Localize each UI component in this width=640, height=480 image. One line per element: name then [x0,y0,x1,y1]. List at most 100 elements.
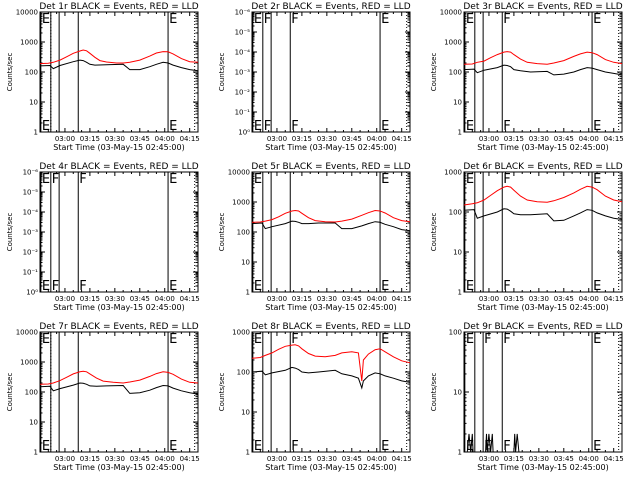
event-marker-label: F [503,439,510,454]
event-marker-label: F [52,172,59,187]
event-marker-label: E [593,12,601,27]
x-axis-label: Start Time (03-May-15 02:45:00) [265,303,396,312]
event-marker-label: E [593,119,601,134]
y-tick-label: 100 [25,389,38,397]
panel-det-7: Det 7r BLACK = Events, RED = LLDEEEE1101… [6,322,200,472]
y-tick-label: 100 [449,209,462,217]
x-tick-label: 03:30 [317,295,337,303]
panel-title: Det 6r BLACK = Events, RED = LLD [463,162,622,172]
y-tick-label: 10 [29,419,38,427]
event-marker-label: E [42,119,50,134]
x-tick-label: 03:45 [130,295,150,303]
event-marker-label: E [466,332,474,347]
event-marker-label: E [254,172,262,187]
event-rate-line [466,433,520,453]
x-tick-label: 03:45 [130,455,150,463]
event-marker-label: E [42,172,50,187]
x-tick-label: 03:15 [504,455,524,463]
x-tick-label: 04:15 [180,295,200,303]
x-tick-label: 04:15 [180,455,200,463]
panel-det-8: Det 8r BLACK = Events, RED = LLDEEFFEE11… [218,322,412,472]
panel-title: Det 1r BLACK = Events, RED = LLD [39,2,198,12]
x-axis-label: Start Time (03-May-15 02:45:00) [477,463,608,472]
event-marker-label: F [291,119,298,134]
x-tick-label: 03:15 [504,135,524,143]
event-marker-label: F [503,279,510,294]
event-marker-label: E [381,439,389,454]
event-marker-label: E [169,439,177,454]
panel-title: Det 5r BLACK = Events, RED = LLD [251,162,410,172]
x-tick-label: 03:30 [529,135,549,143]
lld-rate-line [251,209,411,223]
x-tick-label: 03:30 [529,295,549,303]
y-tick-label: 10 [453,99,462,107]
event-marker-label: F [52,279,59,294]
x-tick-label: 04:00 [579,455,599,463]
y-tick-label: 100 [449,69,462,77]
event-marker-label: E [466,12,474,27]
x-tick-label: 04:00 [155,455,175,463]
event-marker-label: E [466,172,474,187]
event-marker-label: E [169,279,177,294]
x-axis-label: Start Time (03-May-15 02:45:00) [53,303,184,312]
y-tick-label: 10000 [440,9,462,17]
y-axis-label: Counts/sec [218,373,226,412]
x-tick-label: 03:45 [342,135,362,143]
event-marker-label: F [503,119,510,134]
y-tick-label: 1 [246,449,250,457]
panel-title: Det 2r BLACK = Events, RED = LLD [251,2,410,12]
y-tick-label: 10⁻³ [235,69,251,77]
y-tick-label: 1 [458,289,462,297]
lld-rate-line [39,370,199,385]
x-tick-label: 03:15 [292,455,312,463]
x-tick-label: 04:15 [604,295,624,303]
y-tick-label: 10⁻² [23,249,39,257]
event-marker-label: F [79,172,86,187]
y-tick-label: 10000 [16,9,38,17]
y-tick-label: 10⁻⁴ [23,209,39,217]
plot-frame [251,11,411,133]
y-tick-label: 10000 [16,329,38,337]
y-tick-label: 100 [25,69,38,77]
y-tick-label: 10⁻⁶ [235,9,251,17]
y-tick-label: 1 [34,129,38,137]
x-tick-label: 04:15 [392,455,412,463]
event-marker-label: F [264,12,271,27]
x-tick-label: 04:00 [579,295,599,303]
x-axis-label: Start Time (03-May-15 02:45:00) [477,303,608,312]
x-tick-label: 03:30 [105,455,125,463]
y-axis-label: Counts/sec [430,373,438,412]
y-tick-label: 1 [458,449,462,457]
plot-frame [251,331,411,453]
plot-frame [463,331,623,453]
x-tick-label: 03:00 [55,135,75,143]
x-tick-label: 03:30 [529,455,549,463]
event-marker-label: E [381,279,389,294]
panel-det-5: Det 5r BLACK = Events, RED = LLDEEEE1101… [218,162,412,312]
x-tick-label: 03:15 [80,135,100,143]
event-marker-label: E [169,172,177,187]
event-marker-label: E [169,119,177,134]
plot-frame [251,171,411,293]
panel-det-2: Det 2r BLACK = Events, RED = LLDEEFFFFEE… [218,2,412,152]
y-tick-label: 100 [237,229,250,237]
x-tick-label: 03:30 [317,455,337,463]
y-tick-label: 1000 [232,199,250,207]
x-axis-label: Start Time (03-May-15 02:45:00) [265,463,396,472]
y-axis-label: Counts/sec [218,53,226,92]
y-tick-label: 1000 [20,39,38,47]
y-tick-label: 10 [453,389,462,397]
x-tick-label: 03:15 [292,295,312,303]
x-tick-label: 03:00 [479,135,499,143]
event-rate-line [251,366,411,390]
lld-rate-line [463,185,623,206]
event-marker-label: E [381,172,389,187]
x-axis-label: Start Time (03-May-15 02:45:00) [53,143,184,152]
x-axis-label: Start Time (03-May-15 02:45:00) [53,463,184,472]
event-marker-label: E [254,332,262,347]
event-marker-label: E [466,279,474,294]
event-marker-label: F [291,439,298,454]
event-marker-label: E [42,439,50,454]
panel-title: Det 8r BLACK = Events, RED = LLD [251,322,410,332]
event-marker-label: F [503,332,510,347]
